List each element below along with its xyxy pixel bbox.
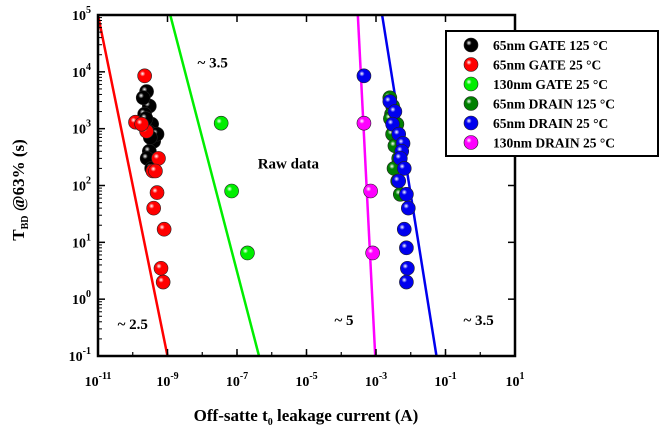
legend-label: 65nm DRAIN 125 °C — [493, 97, 615, 112]
data-point — [155, 274, 171, 290]
legend-marker — [463, 96, 479, 111]
data-point — [363, 183, 378, 199]
legend-marker — [463, 76, 479, 92]
y-tick-label: 100 — [72, 289, 91, 308]
y-tick-label: 101 — [72, 232, 91, 251]
data-point — [365, 245, 380, 261]
data-points — [128, 68, 416, 290]
series-65nm-gate-25-c — [128, 68, 172, 290]
fit-line — [380, 15, 438, 356]
data-point — [399, 187, 414, 202]
y-tick-label: 10-1 — [69, 346, 91, 365]
data-point — [240, 245, 255, 261]
data-point — [148, 163, 163, 179]
legend-marker — [463, 37, 479, 53]
x-axis-title: Off-satte t0 leakage current (A) — [194, 406, 419, 428]
data-point — [224, 183, 239, 199]
data-point — [396, 161, 412, 176]
axis-ticks: 10-11 10-9 10-7 10-5 10-3 10-1 101 10-1 100 101 10… — [69, 5, 525, 390]
data-point — [356, 115, 372, 131]
y-tick-label: 103 — [72, 119, 91, 138]
series-130nm-gate-25-c — [213, 115, 255, 261]
series-130nm-drain-25-c — [356, 115, 380, 261]
legend-label: 130nm DRAIN 25 °C — [493, 136, 615, 151]
data-point — [213, 115, 229, 131]
legend-marker — [463, 57, 479, 72]
data-point — [153, 260, 169, 276]
annotation-label: ~ 3.5 — [198, 55, 228, 71]
x-tick-label: 10-11 — [85, 371, 112, 390]
data-point — [135, 90, 151, 106]
y-tick-label: 104 — [72, 62, 91, 81]
legend-label: 65nm GATE 25 °C — [493, 58, 601, 73]
data-point — [146, 200, 161, 216]
x-tick-label: 10-1 — [434, 371, 456, 390]
data-point — [149, 185, 165, 200]
data-point — [137, 68, 152, 84]
legend-label: 130nm GATE 25 °C — [493, 77, 608, 92]
x-tick-label: 10-5 — [295, 371, 317, 390]
data-point — [400, 260, 415, 276]
legend: 65nm GATE 125 °C 65nm GATE 25 °C 130nm GAT… — [445, 30, 659, 157]
annotation-label: ~ 2.5 — [118, 317, 148, 333]
legend-label: 65nm DRAIN 25 °C — [493, 116, 608, 131]
data-point — [396, 221, 412, 237]
data-point — [387, 104, 403, 119]
fit-line — [169, 15, 261, 356]
x-tick-label: 10-3 — [365, 371, 387, 390]
data-point — [156, 221, 172, 237]
x-tick-label: 101 — [506, 371, 525, 390]
fit-line — [98, 15, 169, 356]
annotation-label: ~ 5 — [334, 313, 353, 329]
x-tick-label: 10-7 — [226, 371, 248, 390]
data-point — [399, 240, 414, 256]
legend-marker — [463, 135, 479, 150]
legend-marker — [463, 115, 479, 131]
data-point — [399, 274, 414, 290]
x-tick-label: 10-9 — [156, 371, 178, 390]
annotation-label: Raw data — [258, 156, 320, 172]
legend-label: 65nm GATE 125 °C — [493, 38, 608, 53]
y-tick-label: 105 — [72, 5, 91, 24]
y-axis-title: TBD @63% (s) — [9, 139, 31, 241]
annotation-label: ~ 3.5 — [464, 313, 494, 329]
annotations: ~ 3.5 Raw data ~ 2.5 ~ 5 ~ 3.5 — [118, 55, 494, 333]
data-point — [356, 68, 372, 84]
data-point — [134, 116, 149, 132]
data-point — [391, 173, 406, 189]
fit-lines — [98, 15, 438, 356]
y-tick-label: 102 — [72, 176, 91, 195]
series-65nm-drain-25-c — [356, 68, 416, 290]
data-point — [151, 151, 166, 166]
data-point — [400, 200, 416, 216]
legend-box — [445, 30, 659, 157]
